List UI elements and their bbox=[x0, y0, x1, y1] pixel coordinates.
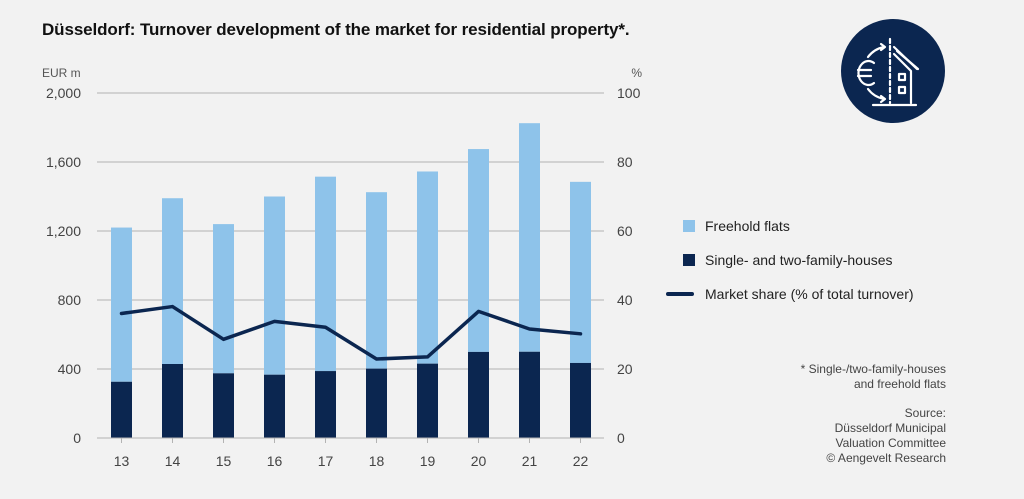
bar-houses bbox=[264, 374, 285, 438]
y2-tick-label: 40 bbox=[617, 292, 633, 308]
source-line: © Aengevelt Research bbox=[826, 451, 946, 465]
bar-houses bbox=[213, 373, 234, 438]
x-tick-label: 14 bbox=[165, 453, 181, 469]
y2-tick-label: 60 bbox=[617, 223, 633, 239]
y2-tick-label: 80 bbox=[617, 154, 633, 170]
y2-tick-label: 0 bbox=[617, 430, 625, 446]
bar-freehold-flats bbox=[264, 196, 285, 375]
x-tick-label: 21 bbox=[522, 453, 538, 469]
bar-freehold-flats bbox=[570, 181, 591, 363]
x-tick-label: 19 bbox=[420, 453, 436, 469]
bar-houses bbox=[519, 351, 540, 438]
y2-tick-label: 100 bbox=[617, 85, 641, 101]
euro-house-icon bbox=[841, 19, 945, 123]
x-tick-label: 18 bbox=[369, 453, 385, 469]
legend: Freehold flats Single- and two-family-ho… bbox=[664, 209, 914, 311]
bar-freehold-flats bbox=[111, 227, 132, 382]
bar-houses bbox=[570, 362, 591, 438]
bar-freehold-flats bbox=[468, 149, 489, 352]
houses-swatch bbox=[683, 254, 695, 266]
bar-freehold-flats bbox=[213, 224, 234, 374]
bar-houses bbox=[315, 371, 336, 438]
bar-freehold-flats bbox=[366, 192, 387, 369]
legend-label: Freehold flats bbox=[705, 218, 790, 234]
x-tick-label: 15 bbox=[216, 453, 232, 469]
market-share-line bbox=[119, 304, 583, 361]
legend-label: Market share (% of total turnover) bbox=[705, 286, 914, 302]
left-axis-unit: EUR m bbox=[42, 66, 81, 80]
right-axis-unit: % bbox=[631, 66, 642, 80]
y-tick-label: 1,200 bbox=[46, 223, 81, 239]
footnote-note-line: and freehold flats bbox=[853, 377, 946, 391]
market-share-polyline bbox=[119, 304, 583, 361]
legend-item-houses: Single- and two-family-houses bbox=[664, 243, 914, 277]
freehold-flats-swatch bbox=[683, 220, 695, 232]
bar-houses bbox=[111, 381, 132, 438]
axes: 0 400 800 1,200 1,600 2,000 0 20 40 60 80 100 13 14 15… bbox=[46, 85, 641, 469]
bar-houses bbox=[162, 363, 183, 438]
source-line: Düsseldorf Municipal bbox=[834, 421, 946, 435]
bar-houses bbox=[468, 351, 489, 438]
y-tick-label: 0 bbox=[73, 430, 81, 446]
x-tick-label: 13 bbox=[114, 453, 130, 469]
x-tick-label: 20 bbox=[471, 453, 487, 469]
y2-tick-label: 20 bbox=[617, 361, 633, 377]
x-tick-label: 16 bbox=[267, 453, 283, 469]
legend-item-freehold-flats: Freehold flats bbox=[664, 209, 914, 243]
footnote-note-line: * Single-/two-family-houses bbox=[800, 362, 946, 376]
x-tick-label: 22 bbox=[573, 453, 589, 469]
x-tick-label: 17 bbox=[318, 453, 334, 469]
bars bbox=[111, 123, 591, 438]
euro-house-glyph bbox=[856, 37, 920, 107]
market-share-line-swatch bbox=[666, 292, 694, 296]
y-tick-label: 800 bbox=[58, 292, 82, 308]
bar-freehold-flats bbox=[315, 176, 336, 372]
chart-title: Düsseldorf: Turnover development of the … bbox=[42, 20, 630, 39]
legend-item-market-share: Market share (% of total turnover) bbox=[664, 277, 914, 311]
bar-houses bbox=[417, 363, 438, 438]
legend-label: Single- and two-family-houses bbox=[705, 252, 893, 268]
bar-houses bbox=[366, 368, 387, 438]
y-tick-label: 1,600 bbox=[46, 154, 81, 170]
footnote: * Single-/two-family-houses and freehold… bbox=[801, 362, 946, 466]
y-tick-label: 2,000 bbox=[46, 85, 81, 101]
source-line: Source: bbox=[904, 406, 946, 420]
bar-freehold-flats bbox=[417, 171, 438, 364]
bar-freehold-flats bbox=[162, 198, 183, 364]
source-line: Valuation Committee bbox=[835, 436, 947, 450]
y-tick-label: 400 bbox=[58, 361, 82, 377]
bar-freehold-flats bbox=[519, 123, 540, 352]
